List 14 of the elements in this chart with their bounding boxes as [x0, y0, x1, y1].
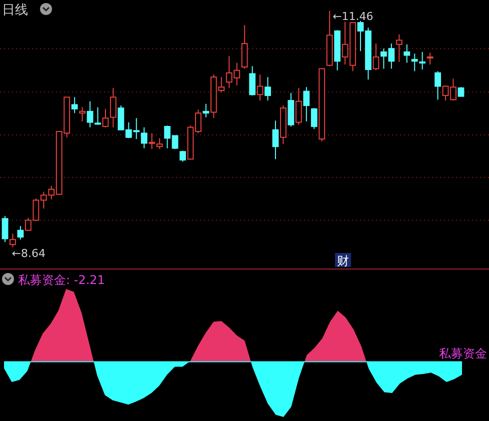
chart-title: 私募资金: -2.21 — [18, 273, 105, 287]
chart-title: 日线 — [2, 3, 28, 18]
series-label: 私募资金 — [439, 346, 487, 361]
candlestick — [79, 106, 86, 122]
annotation: ←8.64 — [12, 247, 46, 260]
candlestick — [264, 76, 271, 101]
candlestick — [404, 44, 410, 64]
candlestick — [256, 74, 264, 101]
candlestick — [303, 86, 310, 122]
candlestick — [272, 120, 279, 160]
candlestick — [202, 103, 210, 118]
candlestick — [411, 53, 418, 72]
annotation: ←11.46 — [332, 10, 374, 23]
annotation: 财 — [337, 254, 349, 268]
